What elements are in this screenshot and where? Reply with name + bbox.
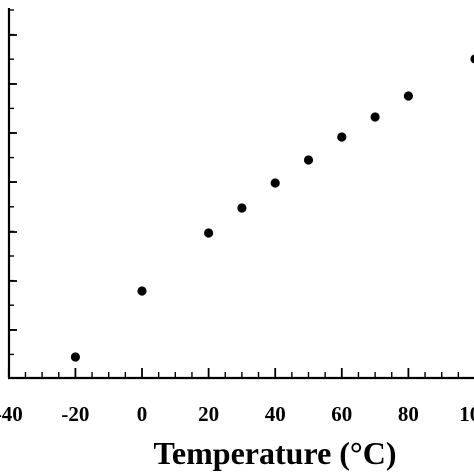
- x-axis-ticks: [7, 368, 460, 378]
- x-tick-label: 20: [198, 402, 219, 426]
- x-tick-label: 100: [459, 402, 474, 426]
- y-axis-ticks: [9, 9, 17, 356]
- data-points: [70, 54, 474, 362]
- data-point: [237, 203, 247, 213]
- data-point: [303, 155, 314, 165]
- x-tick-label: 80: [398, 402, 419, 426]
- x-tick-label: 0: [137, 402, 148, 426]
- x-axis-tick-labels: -40 -20 0 20 40 60 80 100: [0, 402, 474, 426]
- plot-frame: [7, 8, 474, 380]
- data-point: [270, 178, 280, 188]
- x-tick-label: 60: [331, 402, 352, 426]
- data-point: [370, 112, 380, 122]
- data-point: [137, 286, 147, 296]
- data-point: [470, 54, 474, 64]
- x-axis-title: Temperature (°C): [154, 435, 397, 471]
- x-tick-label: -40: [0, 402, 23, 426]
- data-point: [204, 228, 214, 238]
- data-point: [403, 91, 413, 101]
- data-point: [70, 352, 80, 362]
- data-point: [337, 132, 347, 142]
- x-tick-label: 40: [265, 402, 286, 426]
- x-tick-label: -20: [61, 402, 89, 426]
